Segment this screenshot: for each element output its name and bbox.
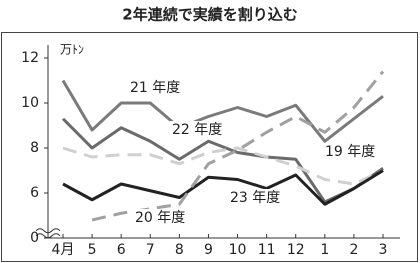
series-label: 22 年度: [172, 122, 222, 138]
x-tick-label: 6: [117, 242, 126, 258]
line-series: [62, 169, 384, 206]
line-series: [61, 117, 384, 204]
y-tick-label: 0: [30, 230, 39, 246]
x-tick-label: 9: [204, 242, 213, 258]
series-label-bg: [133, 209, 197, 227]
y-tick-label: 6: [30, 185, 39, 201]
x-tick-label: 11: [258, 242, 276, 258]
x-tick-label: 7: [146, 242, 155, 258]
line-series: [61, 79, 384, 143]
x-tick-label: 10: [229, 242, 247, 258]
x-tick-label: 8: [175, 242, 184, 258]
frame: [1, 32, 418, 262]
series-label-bg: [323, 143, 387, 161]
x-tick-label: 2: [349, 242, 358, 258]
y-tick-label: 12: [21, 50, 39, 66]
x-tick-label: 1: [320, 242, 329, 258]
y-axis-unit: 万ﾄﾝ: [60, 43, 84, 57]
y-tick-label: 8: [30, 140, 39, 156]
x-tick-label: 5: [88, 242, 97, 258]
series-label: 20 年度: [135, 210, 185, 226]
series-label: 21 年度: [130, 80, 180, 96]
x-tick-label: 4月: [52, 242, 75, 258]
x-tick-label: 12: [287, 242, 305, 258]
series-label-bg: [170, 121, 234, 139]
series-label: 19 年度: [325, 144, 375, 160]
line-series: [62, 146, 384, 186]
chart-title: 2年連続で実績を割り込む: [122, 6, 297, 24]
y-tick-label: 10: [21, 95, 39, 111]
series-label-bg: [128, 79, 192, 97]
series-label-bg: [228, 189, 292, 207]
x-tick-label: 3: [379, 242, 388, 258]
series-label: 23 年度: [230, 190, 280, 206]
